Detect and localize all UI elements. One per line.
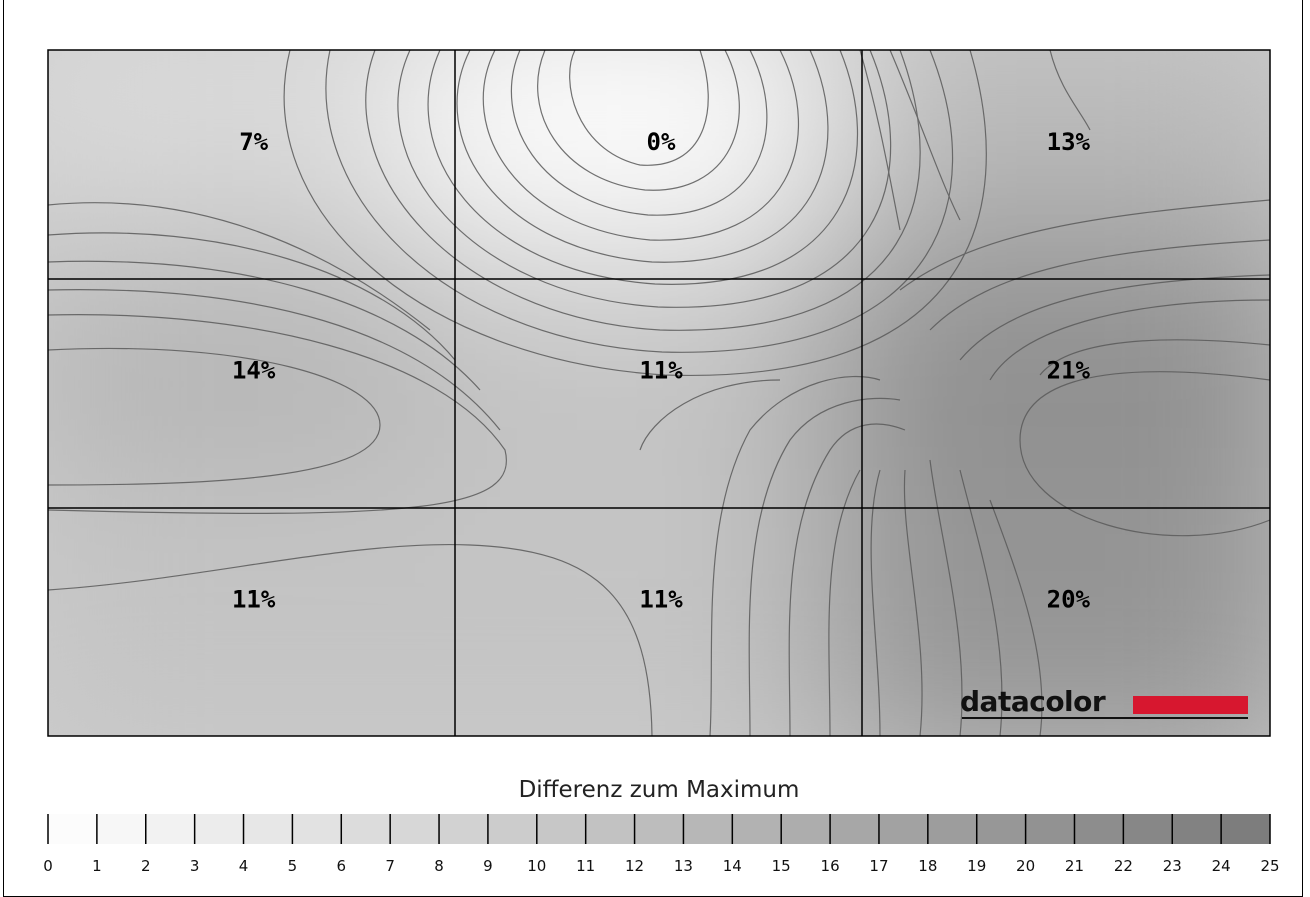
scale-swatch xyxy=(48,814,98,844)
scale-swatch xyxy=(1221,814,1271,844)
scale-tick-label: 2 xyxy=(141,857,151,875)
heat-cell-2-1 xyxy=(415,467,903,736)
scale-tick-label: 22 xyxy=(1114,857,1133,875)
scale-swatch xyxy=(390,814,440,844)
scale-tick-label: 6 xyxy=(337,857,347,875)
scale-tick-label: 21 xyxy=(1065,857,1084,875)
cell-value-label: 21% xyxy=(1047,357,1091,385)
scale-swatch xyxy=(96,814,147,844)
scale-tick-label: 16 xyxy=(821,857,840,875)
scale-swatch xyxy=(145,814,196,844)
scale-tick-label: 24 xyxy=(1212,857,1231,875)
scale-tick-label: 0 xyxy=(43,857,53,875)
heatmap-surface xyxy=(48,50,1270,736)
scale-swatch xyxy=(1074,814,1124,844)
scale-swatch xyxy=(1025,814,1075,844)
scale-tick-label: 25 xyxy=(1260,857,1279,875)
scale-swatch xyxy=(878,814,929,844)
legend-title: Differenz zum Maximum xyxy=(519,777,800,803)
scale-tick-label: 20 xyxy=(1016,857,1035,875)
scale-swatch xyxy=(1172,814,1222,844)
svg-text:datacolor: datacolor xyxy=(960,685,1106,718)
scale-tick-label: 10 xyxy=(527,857,546,875)
scale-tick-label: 7 xyxy=(385,857,395,875)
scale-swatch xyxy=(1123,814,1173,844)
scale-tick-label: 19 xyxy=(967,857,986,875)
cell-value-label: 20% xyxy=(1047,585,1091,613)
contour-lines xyxy=(48,50,1270,736)
scale-swatch xyxy=(585,814,636,844)
scale-tick-label: 15 xyxy=(772,857,791,875)
scale-swatch xyxy=(194,814,245,844)
heat-cell-2-2 xyxy=(822,467,1270,736)
scale-swatch xyxy=(536,814,587,844)
scale-swatch xyxy=(341,814,391,844)
scale-tick-label: 14 xyxy=(723,857,742,875)
scale-tick-label: 1 xyxy=(92,857,102,875)
scale-tick-label: 8 xyxy=(434,857,444,875)
scale-tick-label: 9 xyxy=(483,857,493,875)
scale-tick-label: 3 xyxy=(190,857,200,875)
datacolor-logo: datacolor xyxy=(960,685,1248,719)
scale-swatch xyxy=(683,814,733,844)
scale-swatch xyxy=(292,814,342,844)
scale-tick-label: 23 xyxy=(1163,857,1182,875)
scale-swatch xyxy=(830,814,880,844)
scale-swatch xyxy=(732,814,782,844)
cell-value-label: 11% xyxy=(639,357,683,385)
scale-tick-label: 12 xyxy=(625,857,644,875)
scale-tick-label: 11 xyxy=(576,857,595,875)
cell-value-label: 13% xyxy=(1047,128,1091,156)
cell-value-label: 7% xyxy=(239,128,268,156)
scale-swatch xyxy=(634,814,684,844)
color-scale-bar xyxy=(48,814,1271,844)
scale-swatch xyxy=(243,814,293,844)
cell-value-label: 0% xyxy=(647,128,676,156)
grid-lines xyxy=(47,49,1271,737)
scale-tick-label: 5 xyxy=(288,857,298,875)
cell-value-label: 14% xyxy=(232,357,276,385)
scale-tick-label: 4 xyxy=(239,857,249,875)
scale-swatch xyxy=(439,814,489,844)
color-scale-ticks: 0 1 2 3 4 5 6 7 8 9 10 11 12 13 14 15 16 17 18 19 20 21 22 23 24… xyxy=(43,814,1280,875)
scale-swatch xyxy=(781,814,831,844)
scale-tick-label: 17 xyxy=(869,857,888,875)
scale-tick-label: 18 xyxy=(918,857,937,875)
cell-value-label: 11% xyxy=(639,585,683,613)
cell-value-label: 11% xyxy=(232,585,276,613)
scale-tick-label: 13 xyxy=(674,857,693,875)
scale-swatch xyxy=(927,814,978,844)
scale-swatch xyxy=(976,814,1027,844)
scale-swatch xyxy=(487,814,538,844)
